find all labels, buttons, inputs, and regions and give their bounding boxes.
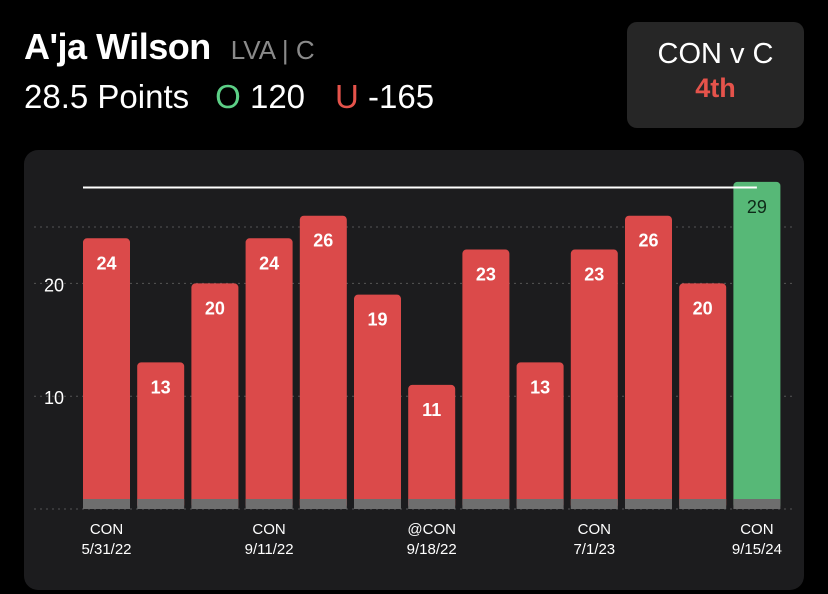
bar-base-band: [354, 499, 401, 509]
x-label-date: 9/11/22: [245, 541, 294, 558]
game-period: 4th: [695, 73, 736, 103]
player-line: A'ja Wilson LVA | C: [24, 26, 434, 68]
bar-value-label: 13: [151, 377, 171, 397]
bar-base-band: [625, 499, 672, 509]
prop-label: 28.5 Points: [24, 78, 190, 115]
under-odds: -165: [368, 78, 435, 115]
bar: [733, 181, 781, 509]
bar-base-band: [245, 499, 293, 509]
bar-value-label: 23: [584, 265, 604, 285]
bar: [137, 362, 185, 509]
bar-base-band: [516, 499, 564, 509]
player-header: A'ja Wilson LVA | C 28.5 Points O 120 U …: [24, 26, 434, 116]
bar-base-band: [299, 499, 347, 509]
bar-base-band: [679, 499, 727, 509]
bar-value-label: 24: [259, 253, 279, 273]
x-label-opponent: CON: [578, 521, 611, 538]
bar-base-band: [462, 499, 510, 509]
y-tick-label: 20: [44, 275, 64, 295]
game-log-chart-panel: 10 20 24 13 20 24 26 19 11 23 13 23 26 20 29 CON 5/31/22…: [24, 150, 804, 590]
bar-base-band: [570, 499, 618, 509]
bar-base-band: [191, 499, 239, 509]
bar: [625, 215, 672, 509]
bar-value-label: 23: [476, 265, 496, 285]
bar: [516, 362, 564, 509]
x-label-opponent: CON: [90, 521, 123, 538]
x-label-date: 9/18/22: [407, 541, 457, 558]
x-label-date: 9/15/24: [732, 541, 782, 558]
bar-value-label: 19: [367, 310, 387, 330]
bar: [462, 249, 510, 509]
game-log-chart: 10 20 24 13 20 24 26 19 11 23 13 23 26 20 29 CON 5/31/22…: [34, 181, 794, 558]
under-odds-button[interactable]: U -165: [335, 78, 434, 116]
over-label: O: [215, 78, 241, 115]
x-label-opponent: CON: [740, 521, 773, 538]
y-tick-label: 10: [44, 388, 64, 408]
game-matchup: CON v C: [657, 38, 774, 70]
over-odds-button[interactable]: O 120: [215, 78, 305, 116]
bar-value-label: 26: [638, 231, 658, 251]
bar-value-label: 24: [96, 253, 116, 273]
bar-value-label: 26: [313, 231, 333, 251]
bar: [570, 249, 618, 509]
prop-line: 28.5 Points O 120 U -165: [24, 78, 434, 116]
bar-base-band: [733, 499, 781, 509]
bar-value-label: 29: [747, 197, 767, 217]
x-label-opponent: CON: [252, 521, 285, 538]
bar-base-band: [137, 499, 185, 509]
bar-value-label: 11: [422, 400, 441, 420]
bar: [83, 238, 130, 509]
bar: [354, 294, 401, 509]
bar: [245, 238, 293, 509]
x-label-date: 7/1/23: [573, 541, 615, 558]
bar-value-label: 20: [205, 298, 225, 318]
over-odds: 120: [249, 78, 306, 115]
bar: [299, 215, 347, 509]
team-position: LVA | C: [230, 35, 315, 65]
bar: [408, 384, 456, 509]
bar: [191, 283, 239, 509]
game-status-card[interactable]: CON v C 4th: [627, 22, 804, 128]
bar-value-label: 20: [693, 298, 713, 318]
bar: [679, 283, 727, 509]
x-label-date: 5/31/22: [81, 541, 131, 558]
bar-base-band: [83, 499, 130, 509]
bar-base-band: [408, 499, 456, 509]
bar-value-label: 13: [530, 377, 550, 397]
under-label: U: [335, 78, 359, 115]
player-name: A'ja Wilson: [24, 26, 211, 67]
x-label-opponent: @CON: [407, 521, 456, 538]
